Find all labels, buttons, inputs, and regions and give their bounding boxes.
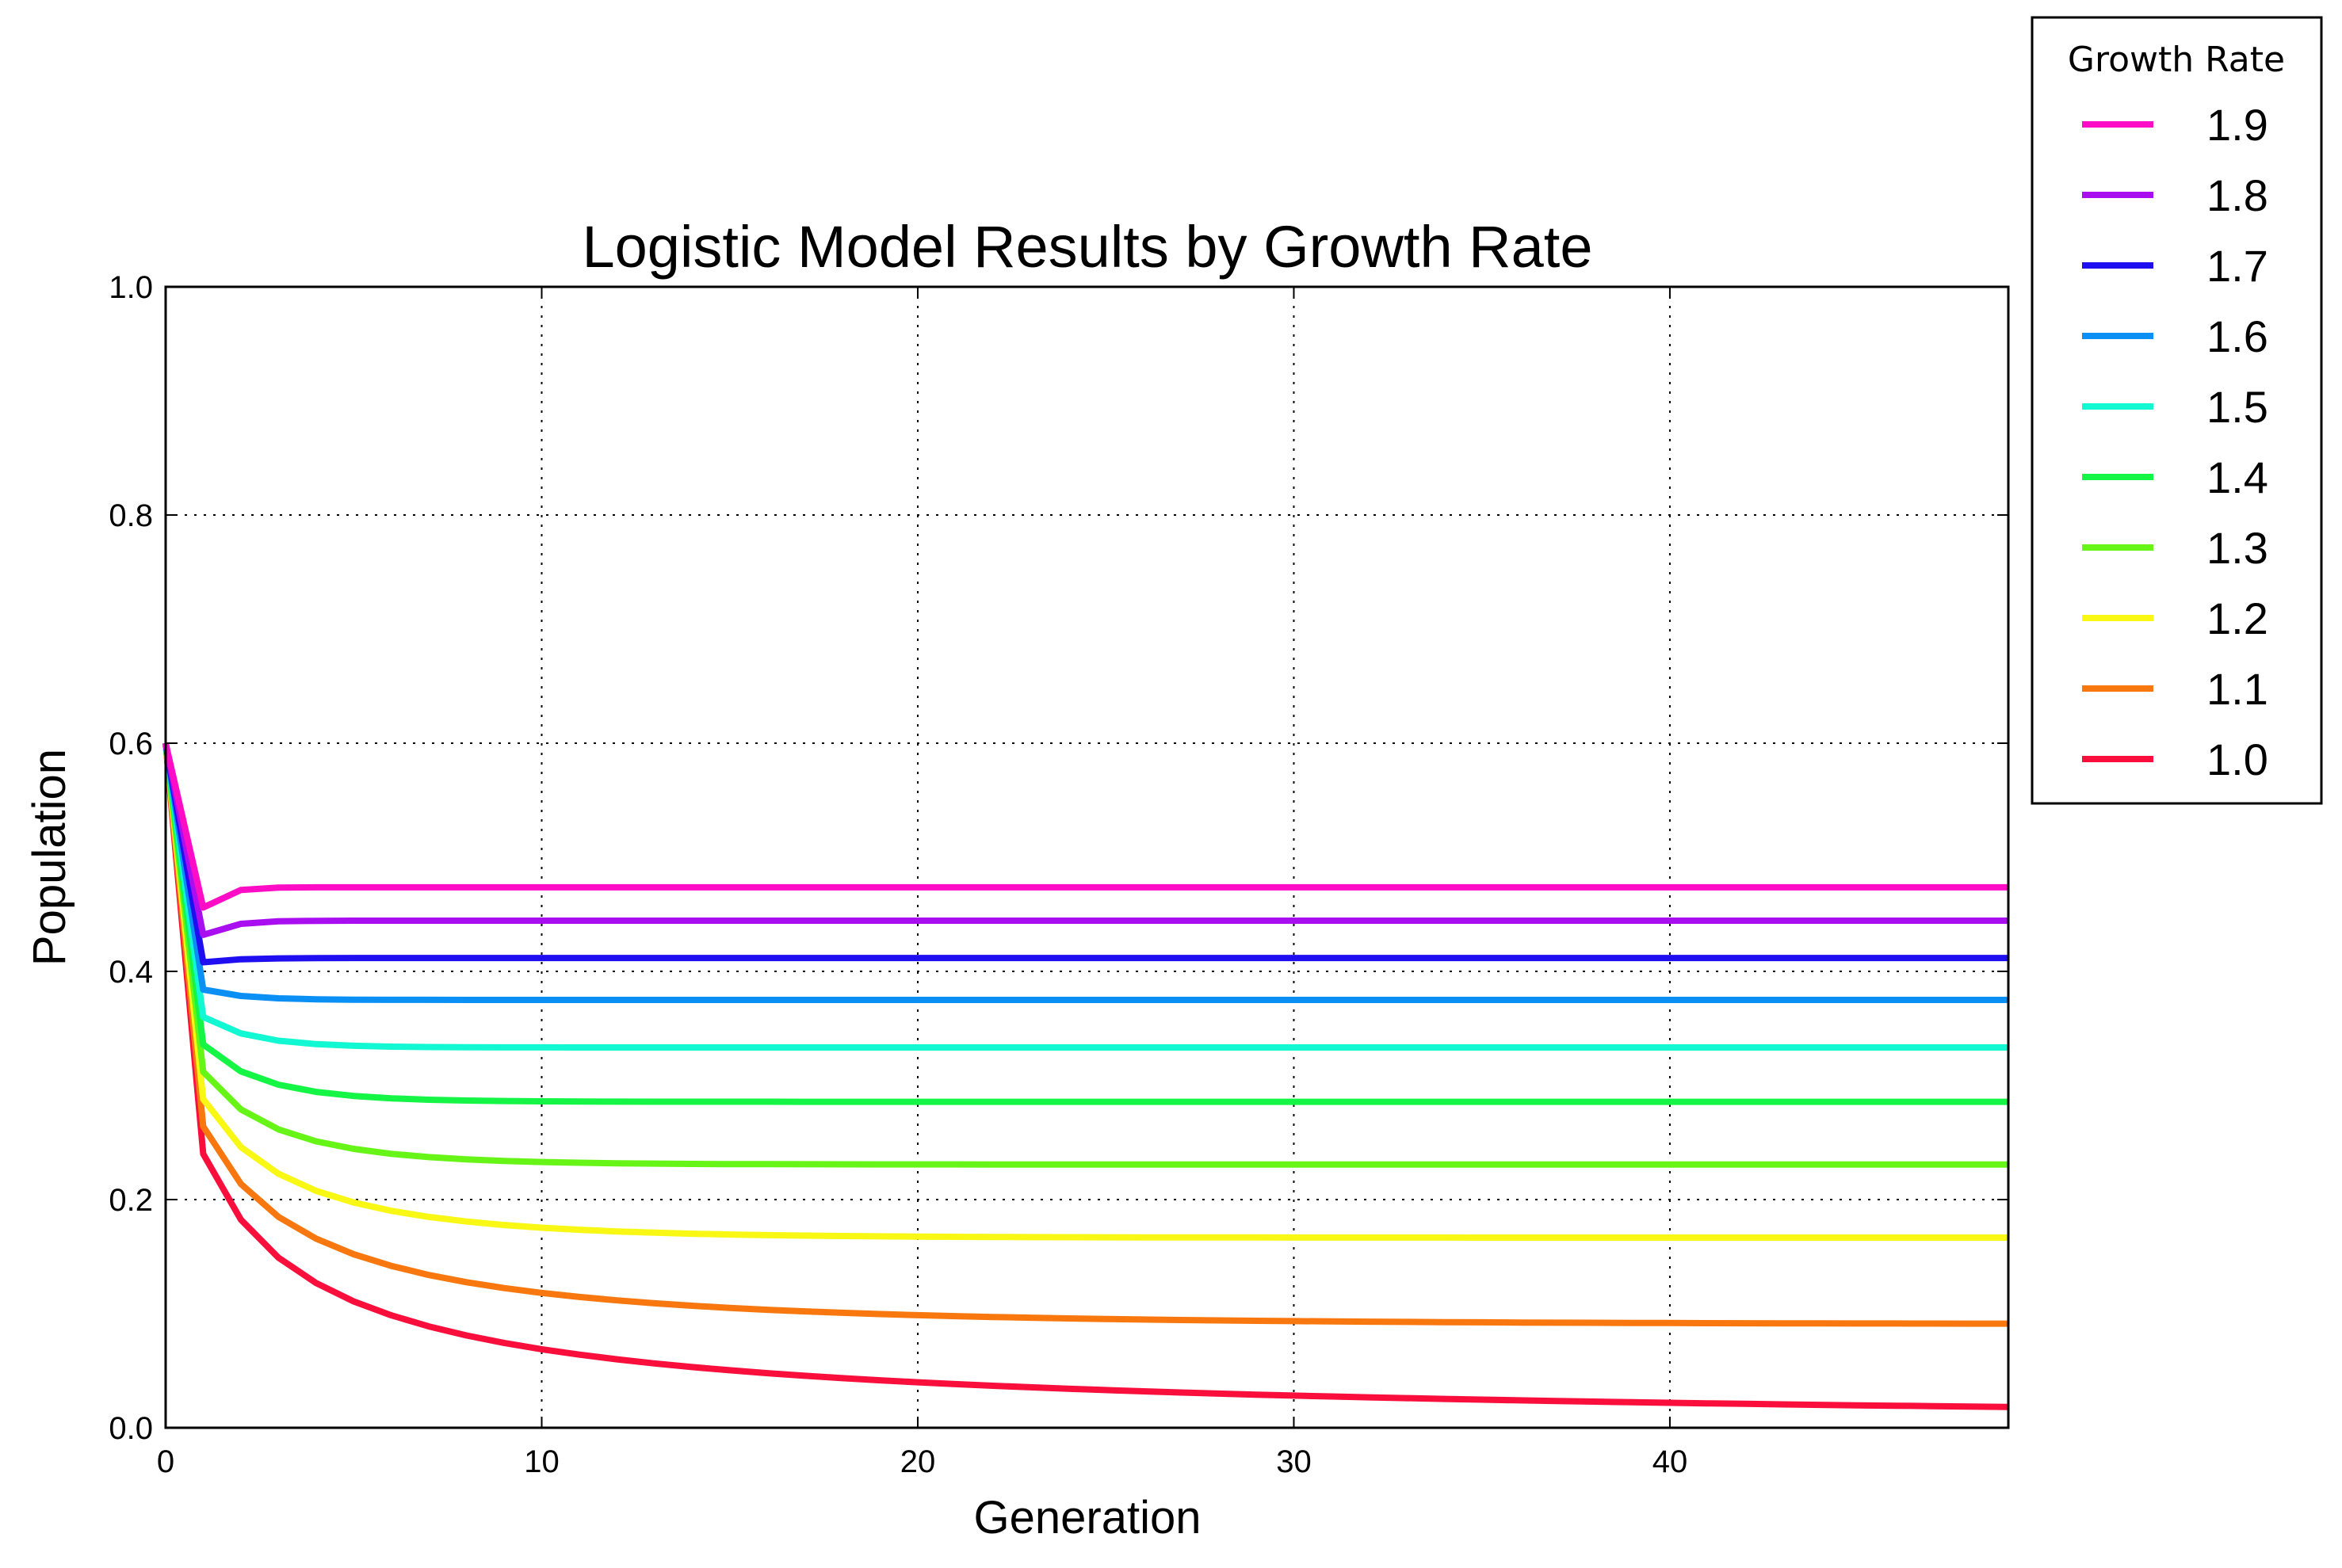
x-tick-label-1: 10 (524, 1444, 560, 1479)
legend-label-1.6: 1.6 (2206, 311, 2268, 361)
y-tick-label-3: 0.6 (109, 727, 153, 761)
series-line-1.0 (162, 742, 2009, 1410)
x-tick-label-2: 20 (900, 1444, 936, 1479)
y-tick-label-1: 0.2 (109, 1183, 153, 1218)
axis-ticks: 0 10 20 30 40 0.0 0.2 0.4 0.6 0.8 1.0 (109, 270, 2008, 1479)
legend-label-1.9: 1.9 (2206, 100, 2268, 150)
legend-label-1.5: 1.5 (2206, 382, 2268, 432)
grid (166, 287, 2008, 1428)
series-line-1.8 (162, 742, 2008, 938)
series-line-1.7 (162, 742, 2008, 966)
legend-label-1.4: 1.4 (2206, 452, 2268, 502)
series-line-1.2 (162, 742, 2008, 1241)
legend-label-1.7: 1.7 (2206, 241, 2268, 291)
x-tick-label-3: 30 (1276, 1444, 1312, 1479)
y-tick-label-5: 1.0 (109, 270, 153, 305)
series-line-1.9 (162, 742, 2008, 911)
series-line-1.5 (162, 742, 2008, 1051)
x-tick-label-4: 40 (1652, 1444, 1688, 1479)
y-tick-label-2: 0.4 (109, 955, 153, 990)
legend-label-1.8: 1.8 (2206, 170, 2268, 220)
y-tick-label-4: 0.8 (109, 498, 153, 533)
y-tick-label-0: 0.0 (109, 1411, 153, 1446)
y-axis-label: Population (24, 749, 75, 966)
legend: Growth Rate 1.9 1.8 1.7 1.6 1.5 1.4 1.3 1.2 1.1 1… (2031, 16, 2323, 805)
series-lines (162, 742, 2009, 1410)
x-tick-label-0: 0 (157, 1444, 174, 1479)
series-line-1.3 (162, 742, 2008, 1168)
plot-frame (164, 285, 2010, 1429)
chart-title: Logistic Model Results by Growth Rate (583, 214, 1593, 280)
legend-title: Growth Rate (2068, 40, 2285, 80)
series-line-1.1 (162, 742, 2008, 1327)
legend-label-1.3: 1.3 (2206, 523, 2268, 573)
series-line-1.6 (162, 742, 2008, 1003)
legend-label-1.1: 1.1 (2206, 664, 2268, 714)
legend-label-1.0: 1.0 (2206, 734, 2268, 784)
x-axis-label: Generation (974, 1492, 1202, 1543)
series-line-1.4 (162, 742, 2008, 1105)
legend-label-1.2: 1.2 (2206, 593, 2268, 643)
legend-box (2031, 16, 2323, 805)
